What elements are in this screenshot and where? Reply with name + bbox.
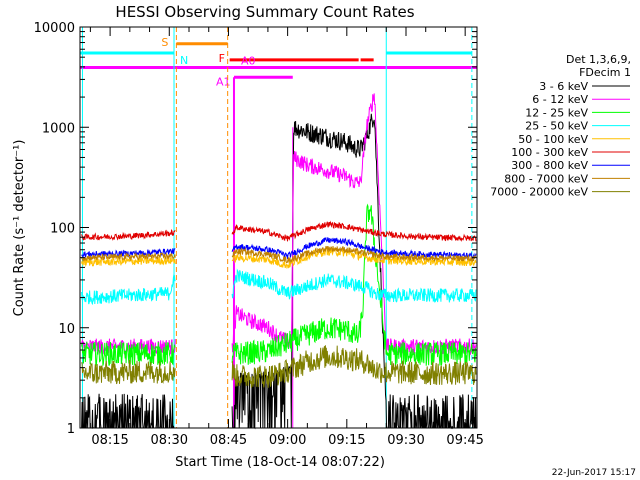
y-axis-label: Count Rate (s⁻¹ detector⁻¹): [12, 140, 27, 317]
y-tick-label: 100: [50, 222, 75, 237]
legend-entry-label: 7000 - 20000 keV: [490, 186, 588, 199]
series-line-6: [81, 220, 477, 242]
y-tick-label: 1: [67, 422, 75, 437]
legend-entry-label: 50 - 100 keV: [518, 133, 588, 146]
chart-title: HESSI Observing Summary Count Rates: [115, 3, 414, 21]
series-line-9: [81, 345, 477, 388]
legend-header-line1: Det 1,3,6,9,: [566, 53, 631, 66]
x-axis-label: Start Time (18-Oct-14 08:07:22): [175, 455, 385, 470]
legend-entry-label: 100 - 300 keV: [511, 146, 588, 159]
x-tick-label: 09:30: [387, 433, 424, 448]
x-tick-label: 09:45: [446, 433, 483, 448]
flag-label-s: S: [161, 36, 168, 49]
legend-entry-label: 6 - 12 keV: [532, 93, 588, 106]
timestamp: 22-Jun-2017 15:17: [552, 468, 636, 478]
y-tick-label: 10: [58, 322, 75, 337]
x-tick-label: 08:45: [210, 433, 247, 448]
flag-label-a1: A1: [216, 75, 231, 88]
x-tick-label: 09:00: [269, 433, 306, 448]
axes: 1 10 100 1000 10000 08:15 08:30 08:45 09:00 09:15…: [34, 21, 484, 448]
x-tick-label: 08:15: [91, 433, 128, 448]
legend-header-line2: FDecim 1: [579, 66, 631, 79]
legend-entry-label: 800 - 7000 keV: [504, 172, 588, 185]
series-line-4: [81, 268, 477, 306]
legend-entry-label: 12 - 25 keV: [525, 106, 588, 119]
legend-entry-label: 25 - 50 keV: [525, 120, 588, 133]
series-line-3: [81, 203, 477, 366]
flag-bars: NS F A0 A1: [80, 36, 477, 88]
legend-entry-label: 300 - 800 keV: [511, 159, 588, 172]
y-tick-label: 10000: [34, 21, 75, 36]
legend-entry-label: 3 - 6 keV: [539, 80, 588, 93]
y-tick-label: 1000: [42, 121, 75, 136]
x-tick-label: 09:15: [328, 433, 365, 448]
series-line-8: [81, 245, 477, 264]
flag-label-f: F: [219, 52, 225, 65]
flag-label-a0: A0: [241, 54, 256, 67]
flag-label-n: N: [180, 54, 188, 67]
x-tick-label: 08:30: [151, 433, 188, 448]
